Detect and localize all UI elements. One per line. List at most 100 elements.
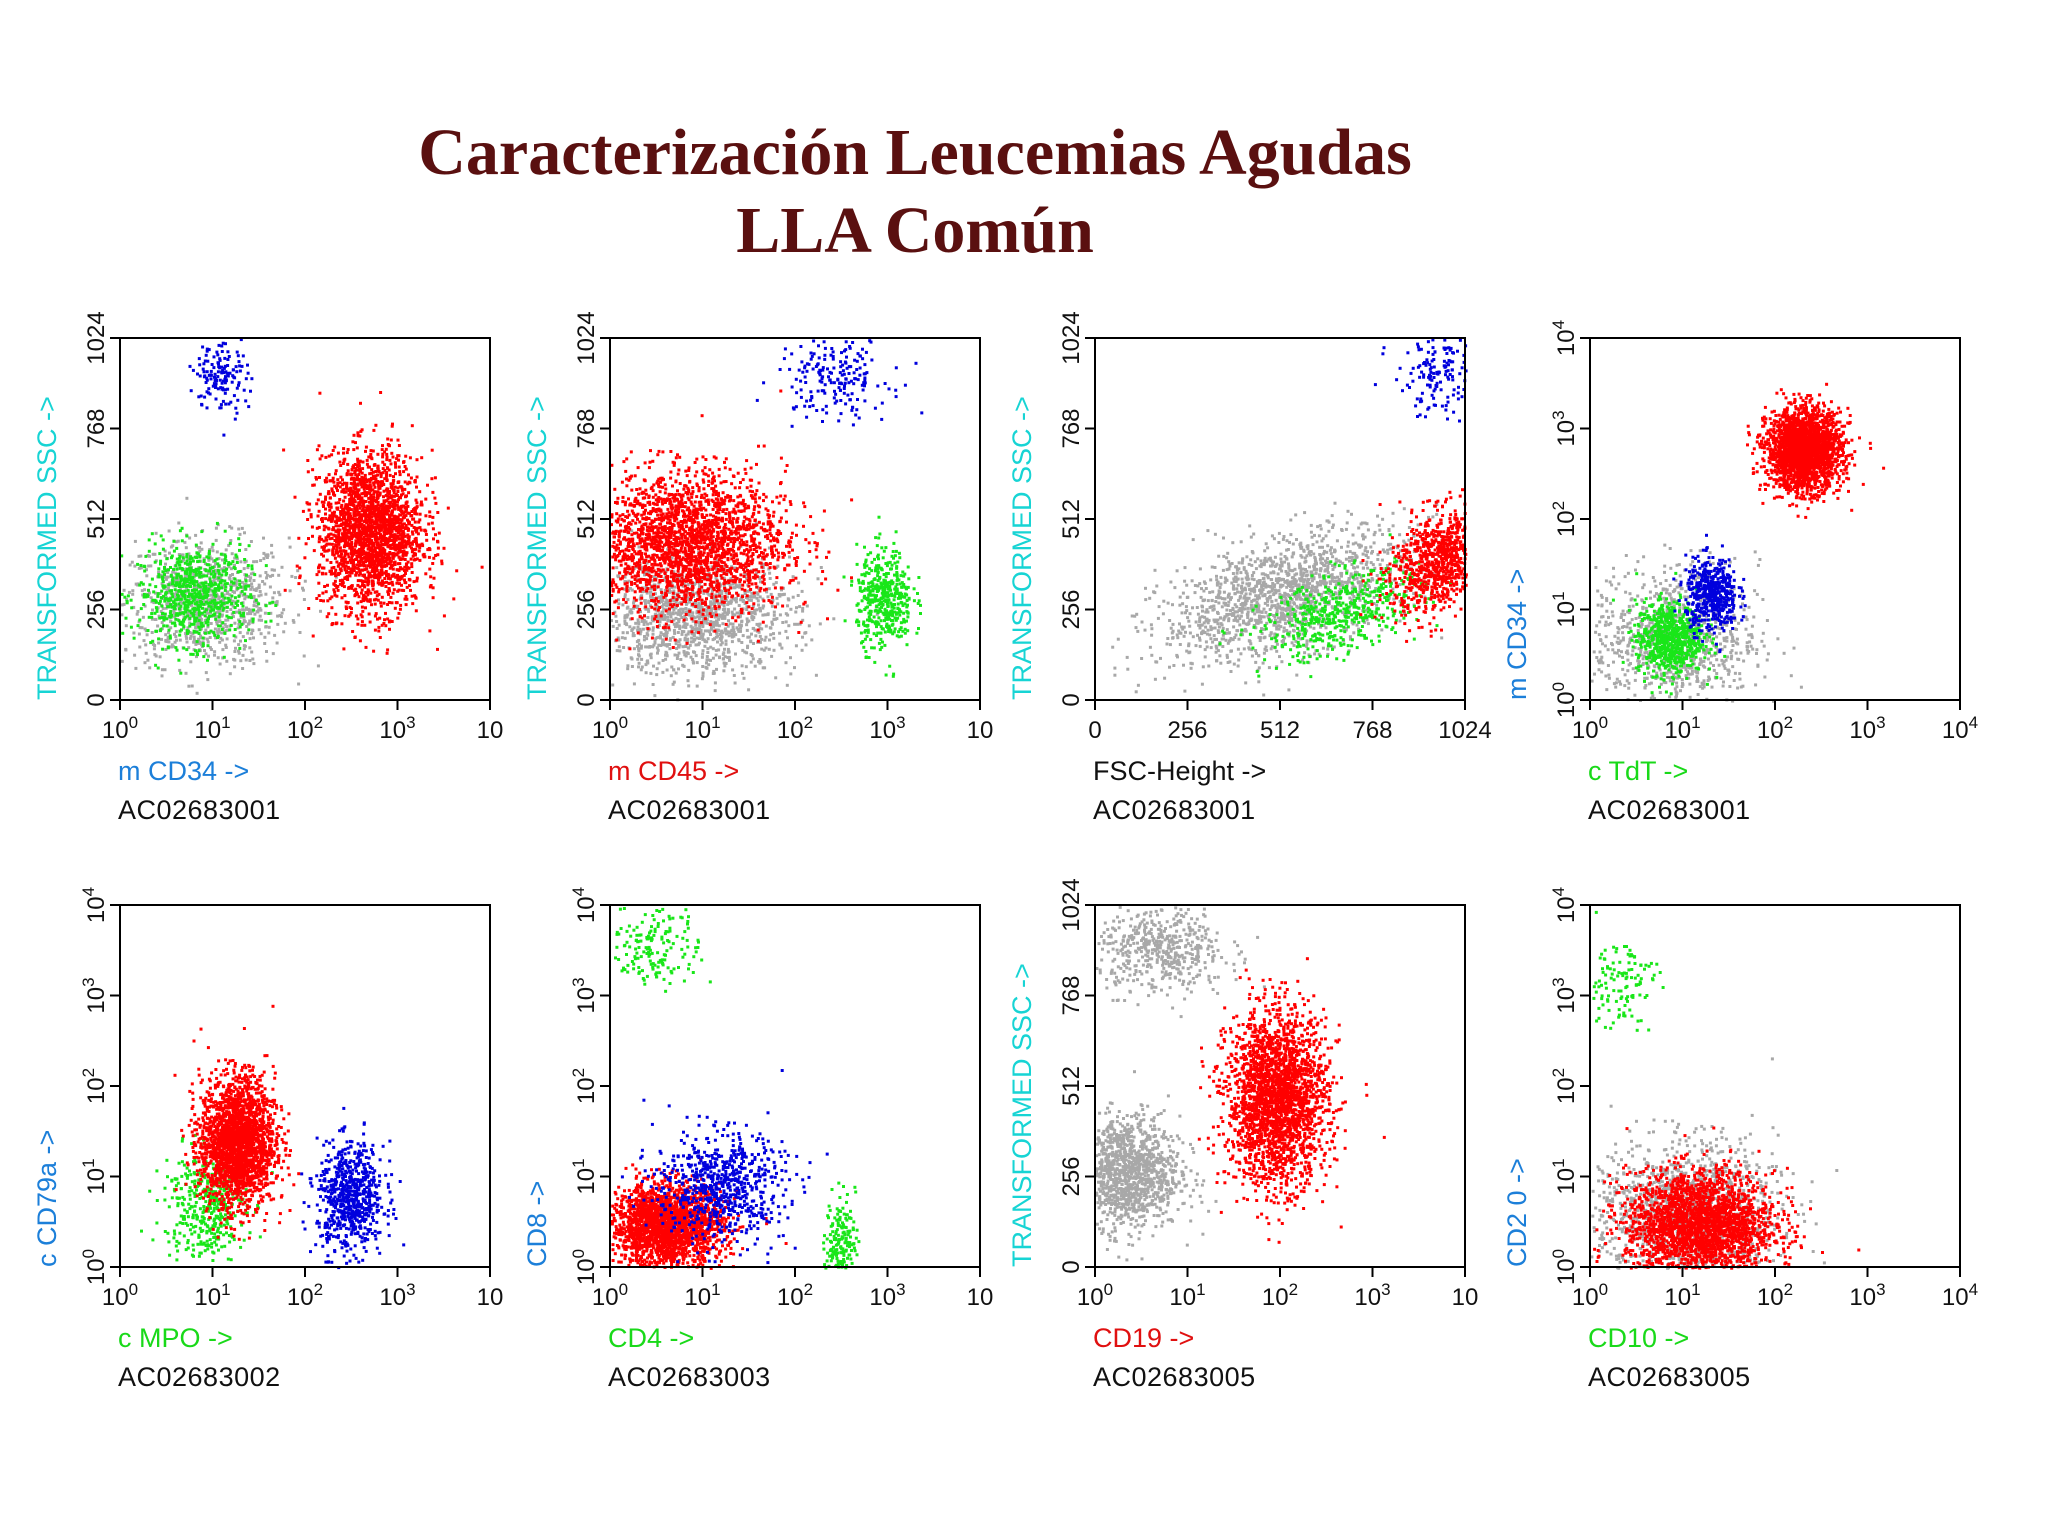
- dot: [346, 469, 350, 473]
- dot: [355, 504, 359, 508]
- dot: [148, 554, 151, 558]
- dot: [677, 667, 680, 671]
- dot: [351, 630, 355, 633]
- dot: [394, 515, 398, 519]
- dot: [361, 467, 365, 471]
- dot: [178, 581, 182, 585]
- dot: [209, 373, 213, 377]
- dot: [793, 622, 797, 626]
- dot: [706, 575, 710, 579]
- dot: [759, 660, 763, 664]
- dot: [341, 478, 344, 482]
- dot: [366, 583, 370, 587]
- dot: [238, 364, 242, 368]
- dot: [705, 617, 709, 621]
- dot: [382, 530, 386, 534]
- dot: [426, 548, 430, 552]
- dot: [798, 605, 802, 609]
- dot: [368, 599, 372, 603]
- dot: [794, 644, 798, 648]
- dot: [344, 564, 348, 568]
- dot: [404, 501, 408, 505]
- dot: [239, 639, 242, 643]
- dot: [212, 608, 215, 612]
- dot: [403, 487, 407, 491]
- dot: [721, 652, 725, 656]
- dot: [391, 556, 395, 560]
- dot: [181, 578, 185, 582]
- dot: [687, 668, 691, 672]
- dot: [875, 612, 879, 616]
- dot: [358, 560, 362, 563]
- dot: [377, 629, 381, 633]
- dot: [260, 618, 263, 622]
- dot: [243, 597, 247, 601]
- dot: [173, 583, 177, 587]
- dot: [242, 583, 246, 586]
- dot: [213, 559, 217, 563]
- dot: [394, 552, 398, 556]
- dot: [219, 552, 223, 556]
- dot: [355, 557, 359, 561]
- dot: [339, 510, 343, 514]
- dot: [330, 453, 334, 457]
- dot: [235, 350, 239, 354]
- dot: [187, 575, 191, 578]
- dot: [694, 643, 698, 647]
- dot: [262, 551, 266, 555]
- dot: [368, 513, 372, 517]
- dot: [668, 638, 672, 642]
- dot: [402, 470, 406, 474]
- dot: [180, 539, 184, 543]
- dot: [786, 636, 789, 640]
- dot: [220, 381, 224, 385]
- dot: [233, 596, 237, 600]
- dot: [212, 366, 216, 370]
- dot: [371, 470, 375, 474]
- dot: [710, 565, 714, 569]
- dot: [207, 587, 211, 591]
- dot: [191, 613, 195, 617]
- dot: [170, 643, 174, 647]
- dot: [715, 619, 718, 623]
- dot: [249, 612, 253, 616]
- dot: [374, 423, 378, 427]
- dot: [355, 554, 359, 558]
- dot: [351, 440, 355, 444]
- dot: [357, 560, 360, 564]
- dot: [159, 596, 163, 600]
- dot: [196, 619, 200, 623]
- dot: [163, 614, 167, 618]
- dot: [410, 550, 414, 554]
- dot: [631, 627, 635, 631]
- dot: [370, 506, 374, 510]
- dot: [709, 645, 713, 649]
- dot: [217, 628, 221, 631]
- dot: [220, 371, 224, 375]
- dot: [793, 666, 796, 670]
- dot: [389, 462, 393, 466]
- dot: [361, 507, 365, 511]
- dot: [428, 548, 432, 552]
- dot: [207, 556, 211, 560]
- population-gray-1: [120, 496, 338, 695]
- dot: [767, 647, 771, 651]
- dot: [379, 484, 383, 488]
- dot: [769, 633, 773, 637]
- dot: [672, 680, 676, 684]
- dot: [172, 608, 176, 612]
- dot: [651, 645, 655, 649]
- dot: [403, 465, 407, 468]
- dot: [154, 617, 158, 621]
- dot: [374, 567, 378, 571]
- dot: [379, 601, 383, 605]
- dot: [262, 536, 265, 540]
- dot: [307, 508, 311, 512]
- dot: [353, 525, 357, 529]
- dot: [425, 538, 429, 542]
- dot: [198, 628, 202, 632]
- dot: [731, 625, 735, 629]
- dot: [673, 653, 677, 657]
- dot: [384, 560, 388, 563]
- dot: [169, 603, 173, 607]
